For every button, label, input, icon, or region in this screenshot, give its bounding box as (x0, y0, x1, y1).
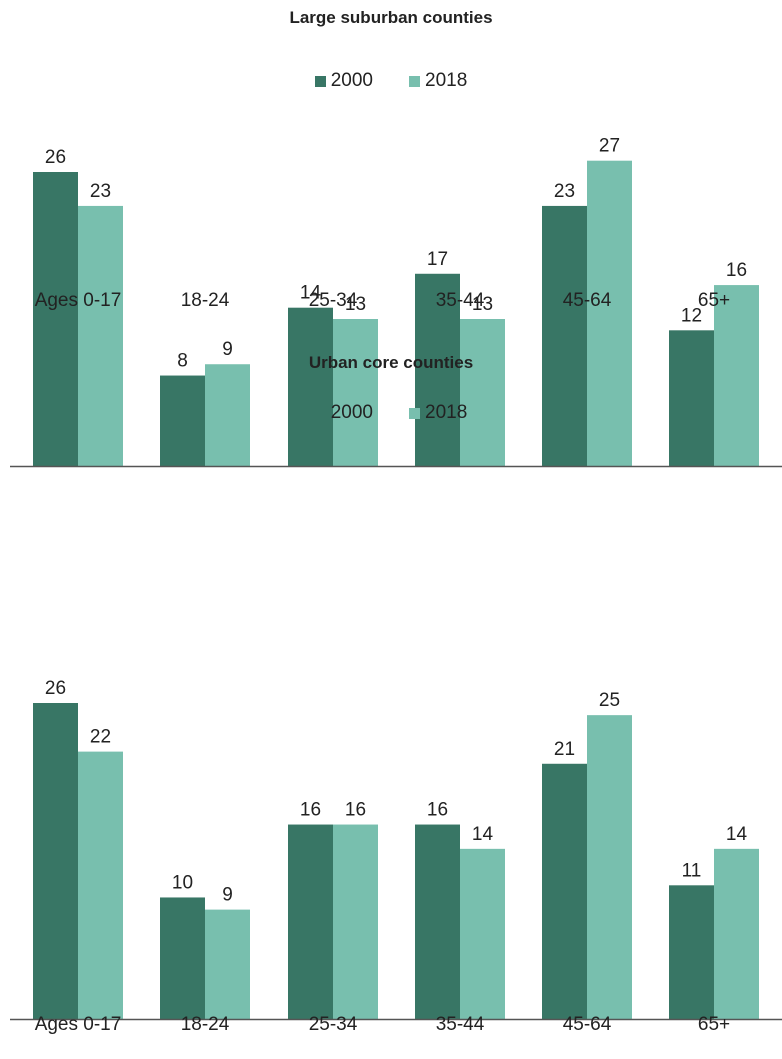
category-label-45-64: 45-64 (563, 290, 612, 311)
bar-2000-18-24 (160, 897, 205, 1019)
data-label-2018-35-44: 13 (472, 294, 493, 315)
bar-2018-25-34 (333, 319, 378, 466)
category-label-18-24: 18-24 (181, 1014, 230, 1035)
bar-2000-65+ (669, 330, 714, 466)
legend-item-2000: 2000 (314, 402, 373, 424)
data-label-2000-18-24: 8 (177, 351, 188, 372)
bar-2018-45-64 (587, 160, 632, 466)
category-label-25-34: 25-34 (309, 1014, 358, 1035)
legend-label-2000: 2000 (330, 70, 373, 91)
legend-label-2018: 2018 (425, 70, 468, 91)
chart-urban-core: Urban core counties 2000 2018 26 10 16 16 21… (0, 345, 782, 1035)
legend: 2000 2018 (0, 402, 782, 424)
category-label-18-24: 18-24 (181, 290, 230, 311)
bar-2018-65+ (714, 848, 759, 1019)
data-label-2000-45-64: 23 (554, 181, 575, 202)
data-label-2000-45-64: 21 (554, 739, 575, 760)
bar-2000-25-34 (288, 824, 333, 1019)
bar-2018-18-24 (205, 364, 250, 466)
bar-2000-35-44 (415, 273, 460, 466)
bar-chart-plot: 26 10 16 16 21 11 22 9 16 14 25 14 Ages 0-17 18-24 25-… (10, 678, 782, 1035)
legend-label-2018: 2018 (425, 402, 468, 423)
category-label-ages-0-17: Ages 0-17 (35, 290, 122, 311)
category-label-35-44: 35-44 (436, 290, 485, 311)
bar-2000-45-64 (542, 205, 587, 466)
bar-2000-25-34 (288, 307, 333, 466)
chart-title: Urban core counties (308, 353, 474, 372)
chart-large-suburban: Large suburban counties 2000 2018 26 8 14 1… (0, 0, 782, 520)
bar-2018-45-64 (587, 715, 632, 1019)
bar-2000-65+ (669, 885, 714, 1019)
bar-2018-35-44 (460, 848, 505, 1019)
data-label-2018-45-64: 25 (599, 690, 620, 711)
bar-2000-ages-0-17 (33, 172, 78, 466)
data-label-2000-ages-0-17: 26 (45, 147, 66, 168)
data-label-2000-65+: 11 (682, 860, 702, 881)
bar-2000-45-64 (542, 763, 587, 1019)
category-label-45-64: 45-64 (563, 1014, 612, 1035)
bar-2018-35-44 (460, 319, 505, 466)
category-label-65+: 65+ (698, 290, 730, 311)
data-label-2018-35-44: 14 (472, 824, 494, 845)
bar-2018-65+ (714, 285, 759, 466)
data-label-2000-25-34: 14 (300, 283, 322, 304)
data-label-2018-25-34: 13 (345, 294, 366, 315)
bar-2018-18-24 (205, 909, 250, 1019)
legend-item-2000: 2000 (314, 70, 373, 92)
category-label-65+: 65+ (698, 1014, 730, 1035)
legend-label-2000: 2000 (330, 402, 373, 423)
data-label-2018-18-24: 9 (222, 885, 233, 906)
data-label-2018-ages-0-17: 23 (90, 181, 111, 202)
data-label-2018-65+: 16 (726, 260, 747, 281)
bar-2000-18-24 (160, 375, 205, 466)
data-label-2018-45-64: 27 (599, 136, 620, 157)
data-label-2018-ages-0-17: 22 (90, 727, 111, 748)
bar-2018-25-34 (333, 824, 378, 1019)
bar-2000-35-44 (415, 824, 460, 1019)
category-label-ages-0-17: Ages 0-17 (35, 1014, 122, 1035)
category-label-25-34: 25-34 (309, 290, 358, 311)
legend: 2000 2018 (0, 70, 782, 92)
data-label-2000-25-34: 16 (300, 800, 321, 821)
bar-chart-plot: 26 8 14 17 23 12 23 9 13 13 27 16 Ages 0-17 18-24 25-3… (10, 136, 782, 468)
legend-swatch-2018 (409, 407, 420, 419)
data-label-2000-35-44: 17 (427, 249, 448, 270)
data-label-2000-65+: 12 (681, 305, 702, 326)
data-label-2000-35-44: 16 (427, 800, 448, 821)
data-label-2000-18-24: 10 (172, 872, 193, 893)
legend-swatch-2000 (314, 75, 326, 87)
bar-2018-ages-0-17 (78, 751, 123, 1019)
legend-item-2018: 2018 (409, 70, 467, 92)
bar-2018-ages-0-17 (78, 205, 123, 466)
category-label-35-44: 35-44 (436, 1014, 485, 1035)
data-label-2018-18-24: 9 (222, 339, 233, 360)
bar-2000-ages-0-17 (33, 703, 78, 1019)
legend-item-2018: 2018 (409, 402, 467, 424)
chart-title: Large suburban counties (289, 8, 493, 27)
data-label-2018-25-34: 16 (345, 800, 366, 821)
legend-swatch-2018 (409, 75, 420, 87)
legend-swatch-2000 (314, 407, 326, 419)
data-label-2018-65+: 14 (726, 824, 748, 845)
data-label-2000-ages-0-17: 26 (45, 678, 66, 699)
